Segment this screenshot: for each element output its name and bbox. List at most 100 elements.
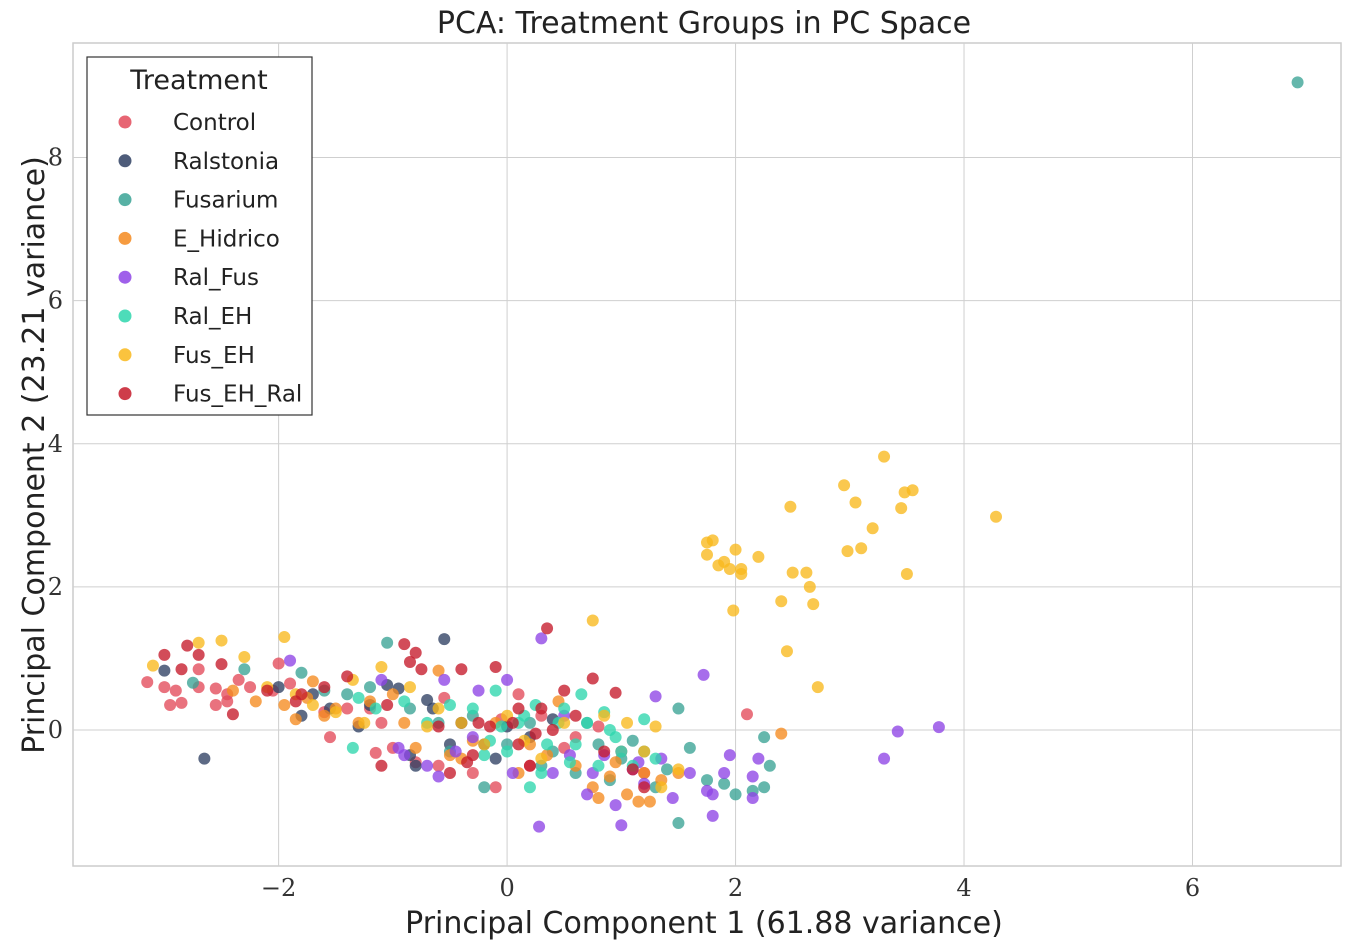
- data-point: [569, 709, 582, 722]
- data-point: [375, 673, 388, 686]
- data-point: [895, 502, 908, 515]
- data-point: [672, 702, 685, 715]
- data-point: [261, 684, 274, 697]
- data-point: [181, 639, 194, 652]
- data-point: [381, 698, 394, 711]
- data-point: [891, 725, 904, 738]
- data-point: [729, 543, 742, 556]
- data-point: [472, 684, 485, 697]
- data-point: [466, 731, 479, 744]
- legend-label: E_Hidrico: [173, 226, 280, 252]
- data-point: [186, 676, 199, 689]
- data-point: [278, 630, 291, 643]
- data-point: [455, 663, 468, 676]
- data-point: [581, 716, 594, 729]
- data-point: [175, 663, 188, 676]
- data-point: [558, 716, 571, 729]
- legend-title: Treatment: [129, 65, 267, 96]
- data-point: [1291, 76, 1304, 89]
- data-point: [324, 731, 337, 744]
- data-point: [249, 695, 262, 708]
- data-point: [523, 781, 536, 794]
- data-point: [495, 720, 508, 733]
- data-point: [455, 716, 468, 729]
- data-point: [535, 766, 548, 779]
- data-point: [878, 752, 891, 765]
- data-point: [421, 720, 434, 733]
- data-point: [811, 681, 824, 694]
- data-point: [449, 745, 462, 758]
- data-point: [990, 510, 1003, 523]
- data-point: [409, 646, 422, 659]
- data-point: [175, 696, 188, 709]
- data-point: [369, 746, 382, 759]
- legend-label: Fusarium: [173, 188, 278, 214]
- data-point: [603, 724, 616, 737]
- data-point: [746, 770, 759, 783]
- data-point: [661, 763, 674, 776]
- data-point: [278, 698, 291, 711]
- data-point: [506, 716, 519, 729]
- data-point: [866, 522, 879, 535]
- data-point: [558, 702, 571, 715]
- data-point: [244, 681, 257, 694]
- data-point: [466, 702, 479, 715]
- data-point: [803, 580, 816, 593]
- y-tick-label: 4: [48, 430, 63, 458]
- data-point: [381, 636, 394, 649]
- data-point: [626, 763, 639, 776]
- legend-marker: [118, 309, 132, 323]
- x-tick-label: −2: [261, 874, 296, 902]
- data-point: [598, 709, 611, 722]
- data-point: [581, 788, 594, 801]
- data-point: [238, 663, 251, 676]
- data-point: [541, 622, 554, 635]
- data-point: [512, 738, 525, 751]
- legend-marker: [118, 387, 132, 401]
- data-point: [375, 661, 388, 674]
- tick-labels: −2 0 2 4 6 0 2 4 6 8: [48, 144, 1200, 902]
- series-fus-eh-ral: [158, 622, 651, 794]
- data-point: [198, 752, 211, 765]
- data-point: [758, 731, 771, 744]
- x-tick-label: 6: [1185, 874, 1200, 902]
- data-point: [701, 774, 713, 787]
- x-tick-label: 4: [956, 874, 971, 902]
- data-point: [226, 684, 239, 697]
- data-point: [558, 684, 571, 697]
- data-point: [432, 770, 445, 783]
- data-point: [141, 676, 154, 689]
- legend: Treatment Control Ralstonia Fusarium E_Hidr…: [86, 56, 313, 416]
- data-point: [398, 638, 411, 651]
- data-point: [403, 681, 416, 694]
- data-point: [898, 486, 911, 499]
- data-point: [341, 688, 354, 701]
- data-point: [718, 766, 731, 779]
- data-point: [272, 657, 285, 670]
- legend-label: Control: [173, 110, 256, 136]
- data-point: [723, 563, 736, 576]
- data-point: [341, 702, 354, 715]
- data-point: [706, 809, 719, 822]
- data-point: [575, 688, 588, 701]
- data-point: [763, 759, 776, 772]
- data-point: [501, 745, 514, 758]
- data-point: [443, 766, 456, 779]
- data-point: [609, 756, 622, 769]
- data-point: [215, 634, 228, 647]
- data-point: [535, 702, 548, 715]
- data-point: [352, 691, 365, 704]
- data-point: [512, 702, 525, 715]
- data-point: [592, 759, 605, 772]
- series-ral-fus: [284, 632, 945, 833]
- x-tick-label: 0: [499, 874, 514, 902]
- data-point: [723, 749, 736, 762]
- data-point: [849, 496, 862, 509]
- legend-label: Ral_EH: [173, 304, 252, 330]
- legend-items: Control Ralstonia Fusarium E_Hidrico Ral_Fus…: [118, 110, 302, 408]
- data-point: [683, 741, 696, 754]
- data-point: [506, 766, 519, 779]
- data-point: [306, 698, 319, 711]
- data-point: [655, 781, 668, 794]
